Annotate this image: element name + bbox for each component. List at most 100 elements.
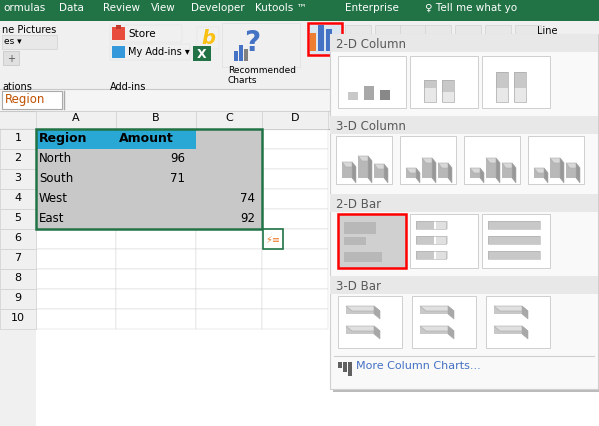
Polygon shape bbox=[420, 326, 454, 331]
Text: ▼: ▼ bbox=[332, 35, 338, 41]
Bar bbox=[436, 251, 448, 259]
Bar bbox=[0, 289, 36, 309]
Bar bbox=[116, 190, 196, 210]
Polygon shape bbox=[448, 164, 452, 184]
Bar bbox=[494, 326, 522, 334]
Bar bbox=[416, 236, 434, 245]
Bar bbox=[110, 45, 190, 61]
Bar bbox=[338, 215, 406, 268]
Bar bbox=[0, 112, 599, 426]
Text: X: X bbox=[197, 48, 207, 61]
Text: 74: 74 bbox=[240, 192, 255, 204]
Bar bbox=[338, 362, 342, 368]
Bar bbox=[263, 230, 283, 249]
Bar bbox=[566, 164, 576, 178]
Bar bbox=[0, 90, 599, 112]
Bar bbox=[0, 210, 36, 230]
Text: Developer: Developer bbox=[191, 3, 244, 13]
Polygon shape bbox=[416, 169, 420, 184]
Text: ormulas: ormulas bbox=[3, 3, 46, 13]
Bar bbox=[424, 89, 436, 103]
Text: 2-D Bar: 2-D Bar bbox=[336, 198, 381, 210]
Text: 3: 3 bbox=[14, 173, 22, 183]
Bar bbox=[196, 269, 262, 289]
Bar bbox=[488, 236, 540, 245]
Polygon shape bbox=[374, 164, 388, 170]
Bar bbox=[112, 47, 125, 59]
Bar bbox=[0, 170, 36, 190]
Bar bbox=[330, 276, 598, 294]
Bar bbox=[36, 289, 116, 309]
Bar bbox=[36, 170, 116, 190]
Bar bbox=[262, 269, 328, 289]
Bar bbox=[346, 306, 374, 314]
Bar bbox=[514, 73, 526, 89]
Polygon shape bbox=[346, 326, 380, 331]
Polygon shape bbox=[448, 326, 454, 339]
Bar bbox=[244, 50, 248, 62]
Bar bbox=[0, 249, 36, 269]
Bar bbox=[514, 89, 526, 103]
Text: 92: 92 bbox=[240, 211, 255, 225]
Bar bbox=[116, 170, 196, 190]
Bar bbox=[196, 170, 262, 190]
Polygon shape bbox=[494, 306, 528, 311]
Bar bbox=[116, 249, 196, 269]
Polygon shape bbox=[346, 306, 380, 311]
Text: Add-ins: Add-ins bbox=[110, 82, 146, 92]
Polygon shape bbox=[448, 306, 454, 319]
Bar bbox=[342, 163, 352, 178]
Bar bbox=[116, 190, 196, 210]
Bar bbox=[442, 81, 454, 103]
Polygon shape bbox=[494, 326, 528, 331]
Text: Enterprise: Enterprise bbox=[345, 3, 399, 13]
Bar bbox=[464, 137, 520, 184]
Polygon shape bbox=[420, 306, 454, 311]
Bar bbox=[494, 306, 522, 314]
Bar bbox=[514, 73, 526, 103]
Bar bbox=[234, 52, 238, 62]
Bar bbox=[416, 222, 446, 230]
Bar bbox=[364, 87, 374, 101]
Bar bbox=[262, 190, 328, 210]
Bar bbox=[0, 309, 36, 329]
Text: b: b bbox=[201, 29, 215, 49]
Bar bbox=[116, 130, 196, 150]
Polygon shape bbox=[566, 164, 580, 169]
Bar bbox=[36, 130, 116, 150]
Bar bbox=[262, 150, 328, 170]
Text: +: + bbox=[7, 54, 15, 64]
Bar bbox=[425, 26, 451, 54]
Text: 96: 96 bbox=[170, 152, 185, 164]
Text: 9: 9 bbox=[14, 292, 22, 302]
Bar bbox=[420, 326, 448, 334]
Polygon shape bbox=[422, 158, 436, 164]
Bar bbox=[36, 170, 116, 190]
Bar bbox=[318, 26, 324, 52]
Bar bbox=[502, 164, 512, 178]
Bar bbox=[196, 230, 262, 249]
Bar bbox=[420, 306, 448, 314]
Bar bbox=[196, 210, 262, 230]
Bar bbox=[262, 210, 328, 230]
Bar bbox=[412, 296, 476, 348]
Bar bbox=[344, 237, 366, 245]
Bar bbox=[112, 28, 125, 41]
Bar bbox=[486, 158, 496, 178]
Bar bbox=[196, 249, 262, 269]
Bar bbox=[196, 190, 262, 210]
Text: 2-D Column: 2-D Column bbox=[336, 38, 406, 51]
Bar bbox=[196, 190, 262, 210]
Bar bbox=[358, 157, 368, 178]
Polygon shape bbox=[576, 164, 580, 184]
Bar bbox=[36, 190, 116, 210]
Bar bbox=[488, 222, 540, 230]
Text: West: West bbox=[39, 192, 68, 204]
Bar bbox=[0, 22, 599, 90]
Bar bbox=[262, 130, 328, 150]
Bar bbox=[116, 170, 196, 190]
Text: Review: Review bbox=[103, 3, 140, 13]
Bar bbox=[496, 73, 508, 103]
Polygon shape bbox=[374, 306, 380, 319]
Text: ?: ? bbox=[244, 29, 260, 57]
